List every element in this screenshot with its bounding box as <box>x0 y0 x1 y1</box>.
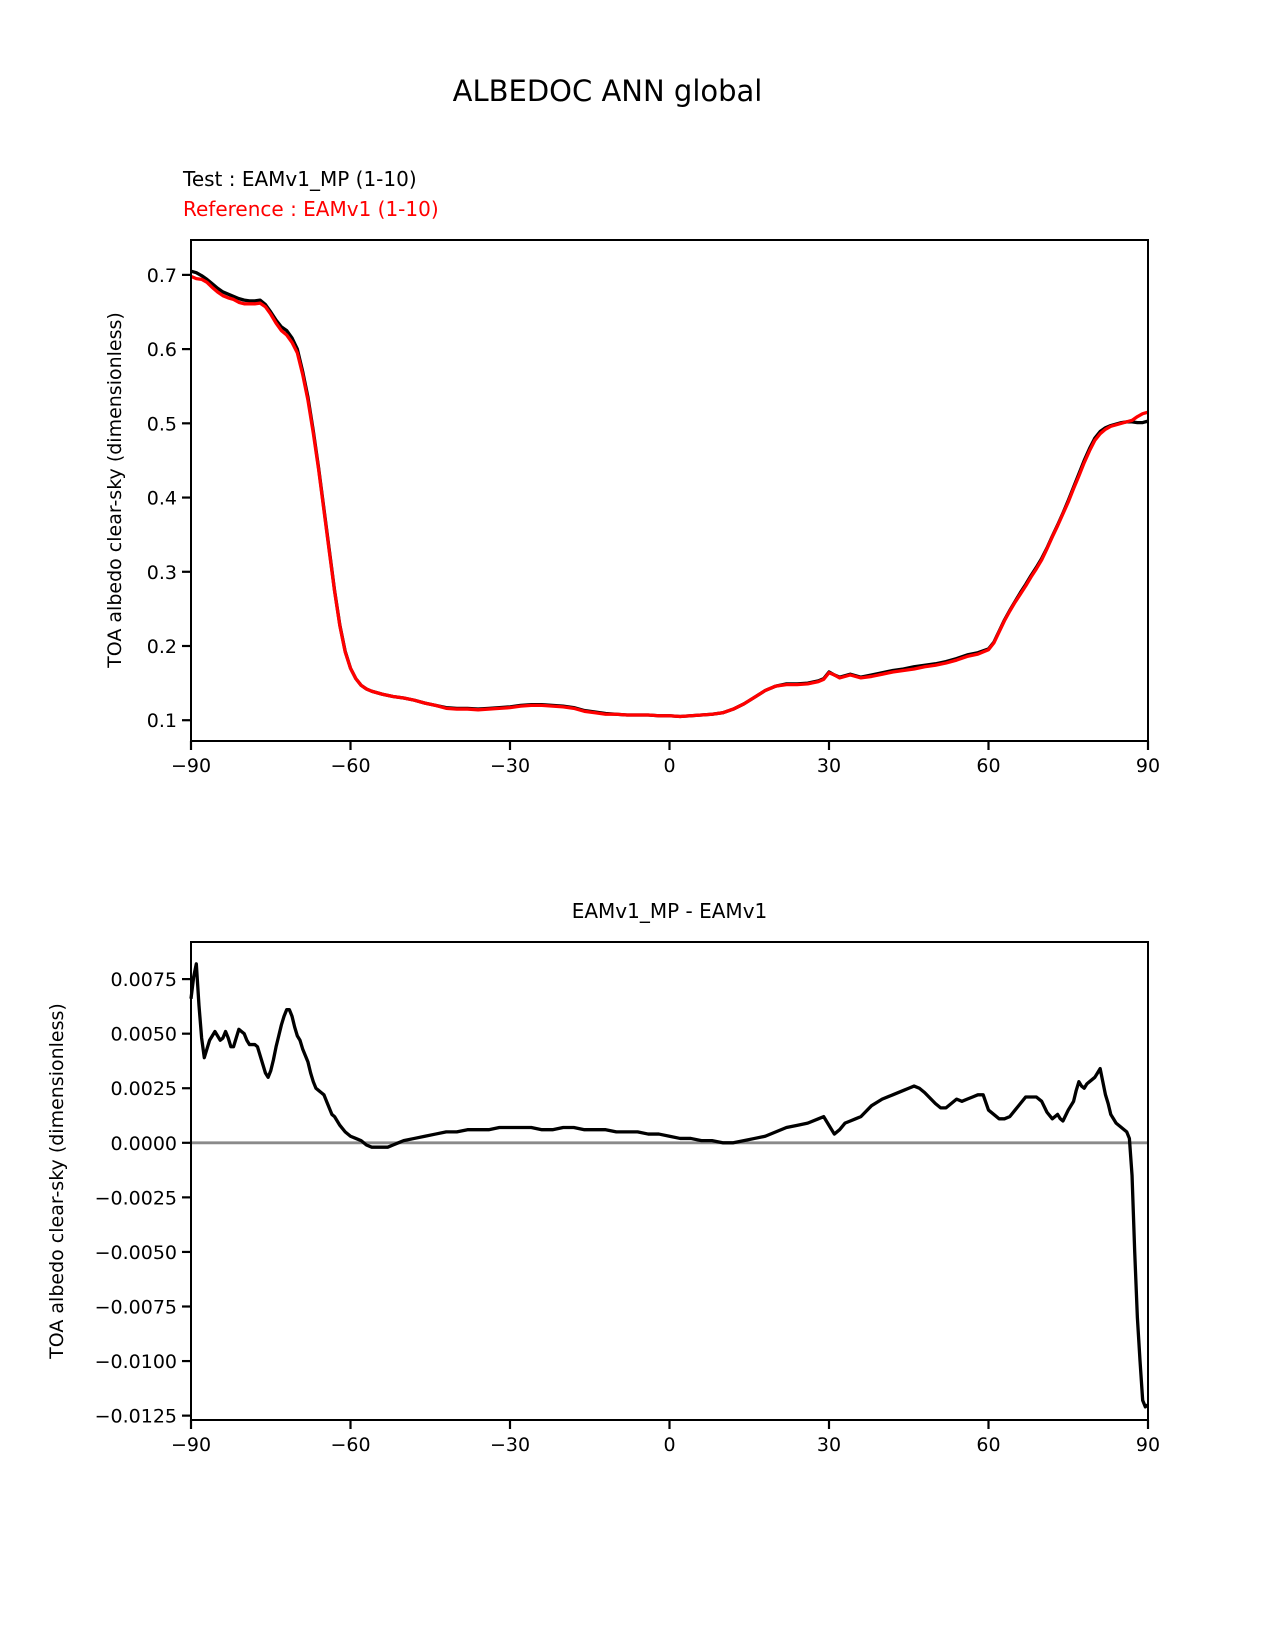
y-tick-label: 0.0025 <box>111 1078 177 1100</box>
panel-albedo: −90 −60 −30 0 30 60 90 0.1 0.2 0.3 0.4 0.5 0.6 0.7 <box>147 239 1160 777</box>
y-tick-label: −0.0100 <box>95 1351 177 1373</box>
y-tick-label: 0.3 <box>147 562 177 584</box>
legend: Test : EAMv1_MP (1-10) Reference : EAMv1… <box>183 164 439 224</box>
x-tick-label: 60 <box>976 755 1000 777</box>
x-tick-label: 30 <box>817 1434 841 1456</box>
panel-difference: −90 −60 −30 0 30 60 90 0.0075 0.0050 0.0025 0.0000… <box>95 941 1160 1456</box>
y-tick-label: 0.0050 <box>111 1024 177 1046</box>
x-tick-label: −30 <box>490 755 530 777</box>
y-tick-label: 0.7 <box>147 265 177 287</box>
legend-test-label: Test : EAMv1_MP (1-10) <box>183 167 417 191</box>
x-tick-label: 30 <box>817 755 841 777</box>
x-tick-label: −90 <box>171 755 211 777</box>
x-tick-label: 0 <box>663 755 675 777</box>
y-tick-label: 0.1 <box>147 710 177 732</box>
series-line-difference <box>189 962 1150 1409</box>
y-tick-label: 0.5 <box>147 413 177 435</box>
x-tick-label: −60 <box>330 755 370 777</box>
y-tick-label: 0.2 <box>147 636 177 658</box>
y-tick-label: −0.0050 <box>95 1242 177 1264</box>
legend-reference-label: Reference : EAMv1 (1-10) <box>183 197 439 221</box>
y-tick-label: 0.6 <box>147 339 177 361</box>
axes-spines <box>190 941 1149 1421</box>
y-tick-label: 0.0000 <box>111 1133 177 1155</box>
axes-spines <box>190 239 1149 742</box>
x-tick-label: 0 <box>663 1434 675 1456</box>
y-tick-label: −0.0075 <box>95 1297 177 1319</box>
y-tick-label: 0.0075 <box>111 969 177 991</box>
bottom-panel-title: EAMv1_MP - EAMv1 <box>571 899 768 923</box>
x-tick-label: 60 <box>976 1434 1000 1456</box>
x-tick-label: −60 <box>330 1434 370 1456</box>
x-tick-label: −90 <box>171 1434 211 1456</box>
series-line-test <box>190 269 1149 719</box>
y-tick-label: −0.0125 <box>95 1406 177 1428</box>
series-line-reference <box>190 274 1149 719</box>
y-tick-label: −0.0025 <box>95 1187 177 1209</box>
y-tick-label: 0.4 <box>147 488 177 510</box>
figure-title: ALBEDOC ANN global <box>452 74 763 108</box>
x-tick-label: −30 <box>490 1434 530 1456</box>
x-tick-label: 90 <box>1136 755 1160 777</box>
x-tick-label: 90 <box>1136 1434 1160 1456</box>
